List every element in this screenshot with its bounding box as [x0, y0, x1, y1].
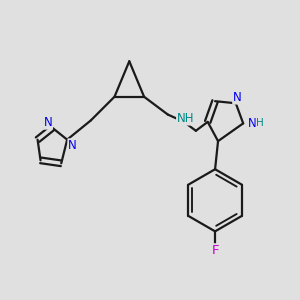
Text: N: N — [68, 139, 77, 152]
Text: H: H — [256, 118, 264, 128]
Text: F: F — [211, 244, 219, 257]
Text: N: N — [233, 91, 242, 104]
Text: NH: NH — [177, 112, 194, 125]
Text: N: N — [248, 117, 256, 130]
Text: N: N — [44, 116, 52, 129]
